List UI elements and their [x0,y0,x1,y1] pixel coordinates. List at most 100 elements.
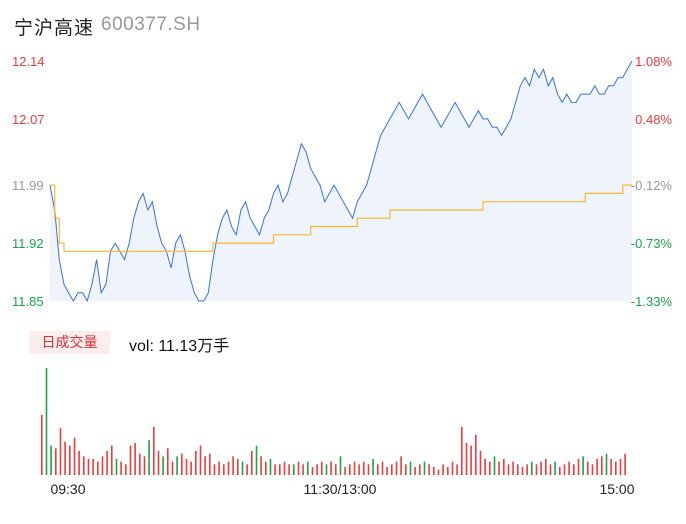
volume-bar [321,461,323,475]
volume-bar [377,464,379,475]
volume-bar [209,453,211,475]
volume-bar [465,442,468,475]
left-tick-label: 11.99 [12,178,44,193]
volume-bar [451,461,454,475]
volume-bar [204,456,206,475]
volume-bar [307,461,309,475]
volume-bar [615,461,617,475]
volume-bar [596,458,598,475]
volume-bar [232,456,234,475]
volume-bar [237,458,239,475]
volume-bar [573,464,575,475]
volume-bar [433,467,435,475]
volume-bar [279,464,281,475]
volume-bar [423,461,426,475]
volume-bar [461,426,463,475]
price-line [49,60,633,303]
time-axis: 09:30 11:30/13:00 15:00 [50,481,634,497]
volume-tag[interactable]: 日成交量 [29,331,110,354]
avg-price-line [50,184,632,252]
volume-bar [190,461,192,475]
left-tick-label: 11.92 [12,236,44,251]
volume-bar [484,458,486,475]
volume-bar [199,445,202,475]
volume-bar [405,464,407,475]
volume-bar [349,464,351,475]
volume-bar [358,464,360,475]
volume-bar [139,453,141,475]
volume-bar [512,461,514,475]
volume-bar [391,464,393,475]
volume-bar [297,461,300,475]
volume-bar [265,461,267,475]
volume-bar [181,453,183,475]
volume-bar [456,464,458,475]
volume-bar [470,445,472,475]
volume-bar [195,450,197,475]
volume-bar [167,448,169,476]
time-tick-label: 15:00 [599,481,634,497]
volume-bar [493,456,496,475]
volume-bar [479,450,482,475]
volume-bar [218,461,220,475]
volume-bar [619,458,622,475]
time-tick-label: 11:30/13:00 [304,481,377,497]
volume-bar [554,461,556,475]
price-line-group [49,60,633,303]
volume-bar [507,464,510,475]
volume-bar [395,461,398,475]
right-percent-axis: 1.08% 0.48% -0.12% -0.73% -1.33% [631,54,673,309]
volume-bar [568,461,570,475]
right-tick-label: -0.12% [631,178,673,193]
volume-bar [153,426,155,475]
volume-bar [563,464,566,475]
left-tick-label: 11.85 [12,294,44,309]
volume-bar [143,456,146,475]
volume-bar [246,464,248,475]
right-tick-label: -0.73% [631,236,673,251]
volume-bar [335,464,337,475]
volume-bar [185,458,188,475]
right-tick-label: -1.33% [631,294,673,309]
right-tick-label: 1.08% [635,54,672,69]
volume-bar [129,445,132,475]
volume-bar [69,445,71,475]
volume-bar [437,469,440,475]
volume-bar [610,458,612,475]
volume-bar [447,467,449,475]
left-tick-label: 12.07 [12,112,45,127]
volume-bar [428,464,430,475]
volume-bar [148,440,150,475]
volume-bar [274,464,276,475]
avg-line-group [50,184,632,252]
volume-bar [330,461,332,475]
stock-name: 宁沪高速 [14,18,95,39]
volume-bar [311,467,314,475]
volume-bar [97,461,99,475]
volume-bar [78,450,80,475]
volume-bar [45,368,48,475]
volume-bar [269,458,272,475]
volume-bar [587,461,589,475]
volume-bar [83,456,85,475]
volume-bar [288,464,290,475]
volume-bar [227,461,230,475]
volume-bar [176,456,178,475]
volume-bar [111,445,113,475]
volume-bar [386,467,388,475]
volume-bar [134,442,136,475]
volume-bar [521,467,524,475]
volume-bar [353,461,356,475]
volume-bar [41,414,43,475]
volume-bar [545,458,547,475]
volume-bar [106,450,108,475]
volume-bar [503,458,505,475]
volume-bar [255,445,258,475]
left-tick-label: 12.14 [12,54,45,69]
volume-bar [92,458,94,475]
volume-bar [372,458,374,475]
volume-bar [414,467,416,475]
volume-bar [120,461,122,475]
volume-bar [213,464,216,475]
volume-bar [339,456,342,475]
